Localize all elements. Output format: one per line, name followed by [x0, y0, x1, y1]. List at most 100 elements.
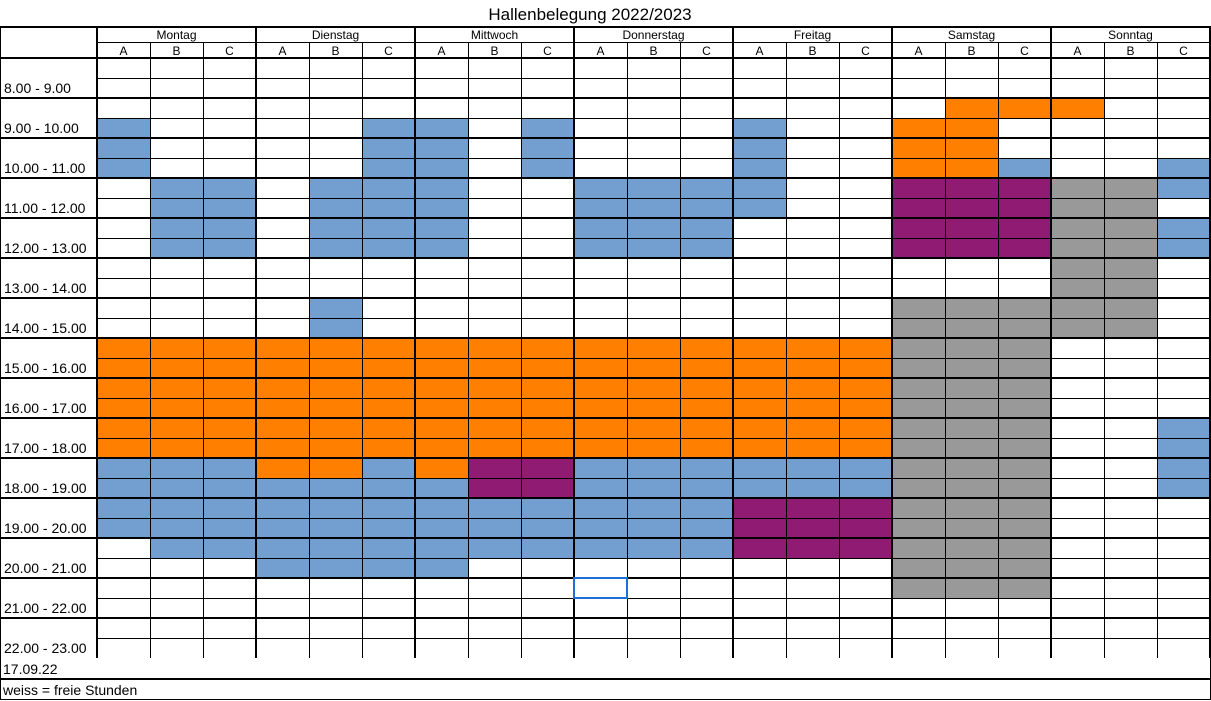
schedule-cell[interactable]	[627, 438, 680, 458]
schedule-cell[interactable]	[945, 298, 998, 318]
schedule-cell[interactable]	[309, 498, 362, 518]
selected-cell[interactable]	[573, 577, 628, 599]
schedule-cell[interactable]	[415, 358, 468, 378]
schedule-cell[interactable]	[892, 418, 945, 438]
schedule-cell[interactable]	[203, 238, 256, 258]
schedule-cell[interactable]	[574, 198, 627, 218]
schedule-cell[interactable]	[1157, 158, 1210, 178]
schedule-cell[interactable]	[998, 478, 1051, 498]
schedule-cell[interactable]	[574, 438, 627, 458]
schedule-cell[interactable]	[574, 538, 627, 558]
schedule-cell[interactable]	[415, 118, 468, 138]
schedule-cell[interactable]	[203, 378, 256, 398]
schedule-cell[interactable]	[839, 418, 892, 438]
schedule-cell[interactable]	[892, 498, 945, 518]
schedule-cell[interactable]	[892, 118, 945, 138]
schedule-cell[interactable]	[733, 138, 786, 158]
schedule-cell[interactable]	[945, 538, 998, 558]
schedule-cell[interactable]	[733, 478, 786, 498]
schedule-cell[interactable]	[415, 418, 468, 438]
schedule-cell[interactable]	[680, 338, 733, 358]
schedule-cell[interactable]	[892, 238, 945, 258]
schedule-cell[interactable]	[97, 338, 150, 358]
schedule-cell[interactable]	[1104, 298, 1157, 318]
schedule-cell[interactable]	[468, 498, 521, 518]
schedule-cell[interactable]	[733, 538, 786, 558]
schedule-cell[interactable]	[892, 578, 945, 598]
schedule-cell[interactable]	[415, 458, 468, 478]
schedule-cell[interactable]	[627, 378, 680, 398]
schedule-cell[interactable]	[309, 358, 362, 378]
schedule-cell[interactable]	[945, 358, 998, 378]
schedule-cell[interactable]	[309, 238, 362, 258]
schedule-cell[interactable]	[839, 438, 892, 458]
schedule-cell[interactable]	[574, 478, 627, 498]
schedule-cell[interactable]	[468, 378, 521, 398]
schedule-cell[interactable]	[786, 358, 839, 378]
schedule-cell[interactable]	[362, 478, 415, 498]
schedule-cell[interactable]	[415, 138, 468, 158]
schedule-cell[interactable]	[627, 338, 680, 358]
schedule-cell[interactable]	[150, 438, 203, 458]
schedule-cell[interactable]	[97, 138, 150, 158]
schedule-cell[interactable]	[256, 478, 309, 498]
schedule-cell[interactable]	[892, 158, 945, 178]
schedule-cell[interactable]	[945, 398, 998, 418]
schedule-cell[interactable]	[627, 418, 680, 438]
schedule-cell[interactable]	[627, 538, 680, 558]
schedule-cell[interactable]	[945, 478, 998, 498]
schedule-cell[interactable]	[945, 198, 998, 218]
schedule-cell[interactable]	[998, 378, 1051, 398]
schedule-cell[interactable]	[998, 198, 1051, 218]
schedule-cell[interactable]	[998, 98, 1051, 118]
schedule-cell[interactable]	[733, 338, 786, 358]
schedule-cell[interactable]	[309, 318, 362, 338]
schedule-cell[interactable]	[521, 458, 574, 478]
schedule-cell[interactable]	[521, 378, 574, 398]
schedule-cell[interactable]	[945, 518, 998, 538]
schedule-cell[interactable]	[945, 158, 998, 178]
schedule-cell[interactable]	[97, 438, 150, 458]
schedule-cell[interactable]	[362, 418, 415, 438]
schedule-cell[interactable]	[256, 398, 309, 418]
schedule-cell[interactable]	[256, 538, 309, 558]
schedule-cell[interactable]	[574, 518, 627, 538]
schedule-cell[interactable]	[97, 158, 150, 178]
schedule-cell[interactable]	[680, 378, 733, 398]
schedule-cell[interactable]	[574, 378, 627, 398]
schedule-cell[interactable]	[309, 298, 362, 318]
schedule-cell[interactable]	[627, 218, 680, 238]
schedule-cell[interactable]	[839, 378, 892, 398]
schedule-cell[interactable]	[945, 98, 998, 118]
schedule-cell[interactable]	[521, 118, 574, 138]
schedule-cell[interactable]	[309, 218, 362, 238]
schedule-cell[interactable]	[468, 478, 521, 498]
schedule-cell[interactable]	[1051, 218, 1104, 238]
schedule-cell[interactable]	[892, 438, 945, 458]
schedule-cell[interactable]	[892, 198, 945, 218]
schedule-cell[interactable]	[892, 338, 945, 358]
schedule-cell[interactable]	[839, 398, 892, 418]
schedule-cell[interactable]	[468, 438, 521, 458]
schedule-cell[interactable]	[627, 498, 680, 518]
schedule-cell[interactable]	[97, 398, 150, 418]
schedule-cell[interactable]	[468, 538, 521, 558]
schedule-cell[interactable]	[574, 218, 627, 238]
schedule-cell[interactable]	[468, 458, 521, 478]
schedule-cell[interactable]	[786, 338, 839, 358]
schedule-cell[interactable]	[945, 558, 998, 578]
schedule-cell[interactable]	[309, 518, 362, 538]
schedule-cell[interactable]	[150, 518, 203, 538]
schedule-cell[interactable]	[468, 338, 521, 358]
schedule-cell[interactable]	[362, 538, 415, 558]
schedule-cell[interactable]	[786, 418, 839, 438]
schedule-cell[interactable]	[892, 538, 945, 558]
schedule-cell[interactable]	[892, 298, 945, 318]
schedule-cell[interactable]	[150, 498, 203, 518]
schedule-cell[interactable]	[998, 298, 1051, 318]
schedule-cell[interactable]	[733, 198, 786, 218]
schedule-cell[interactable]	[1104, 238, 1157, 258]
schedule-cell[interactable]	[362, 238, 415, 258]
schedule-cell[interactable]	[627, 238, 680, 258]
schedule-cell[interactable]	[1157, 178, 1210, 198]
